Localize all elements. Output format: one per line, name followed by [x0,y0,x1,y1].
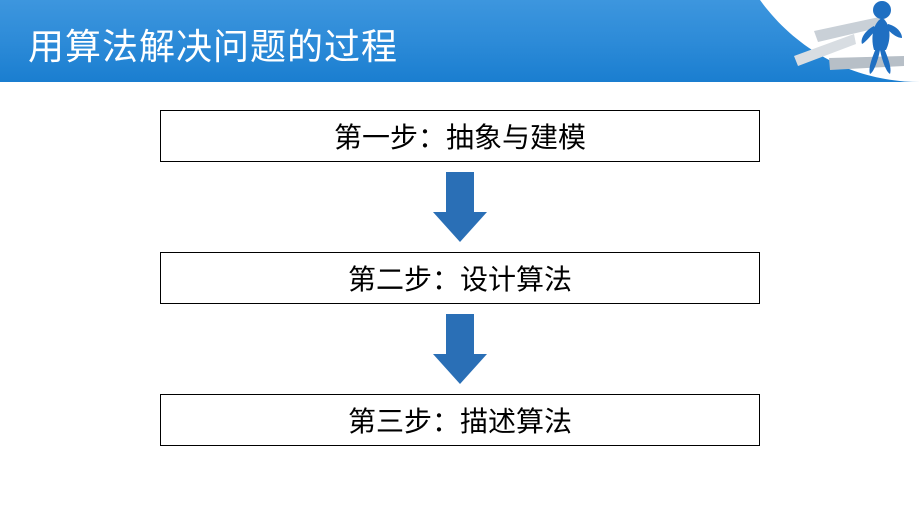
down-arrow-icon [430,168,490,246]
header-curve [740,0,920,82]
step-label: 第一步：抽象与建模 [334,116,586,156]
step-box-1: 第一步：抽象与建模 [160,110,760,162]
page-title: 用算法解决问题的过程 [28,18,398,70]
arrow-2 [430,310,490,388]
step-label: 第二步：设计算法 [348,258,572,298]
step-label: 第三步：描述算法 [348,400,572,440]
slide: 用算法解决问题的过程 第一步：抽象与建模 [0,0,920,517]
arrow-1 [430,168,490,246]
flowchart: 第一步：抽象与建模 第二步：设计算法 第三步：描述算法 [160,110,760,446]
step-box-3: 第三步：描述算法 [160,394,760,446]
down-arrow-icon [430,310,490,388]
step-box-2: 第二步：设计算法 [160,252,760,304]
